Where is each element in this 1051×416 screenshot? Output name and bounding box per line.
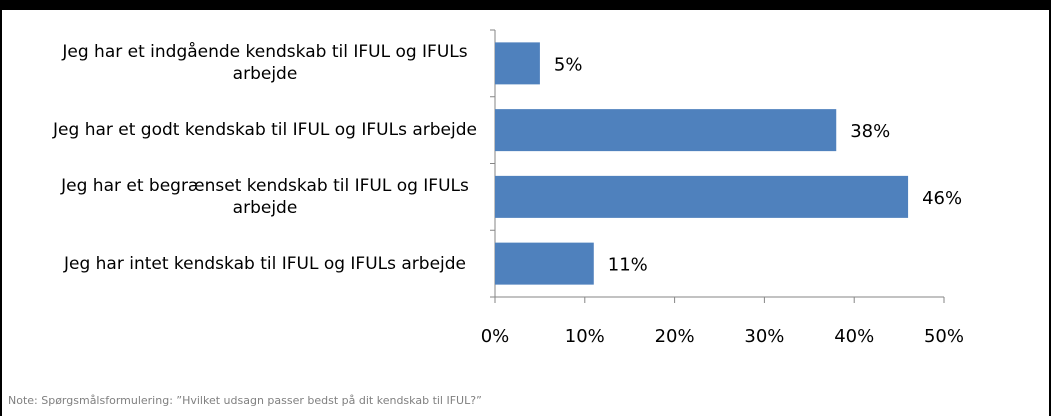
right-border: [1049, 0, 1051, 416]
category-label: Jeg har intet kendskab til IFUL og IFULs…: [63, 253, 467, 274]
top-border: [0, 0, 1051, 10]
left-border: [0, 0, 2, 416]
bar: [495, 42, 540, 85]
category-label: Jeg har et godt kendskab til IFUL og IFU…: [53, 120, 477, 141]
value-label: 11%: [608, 255, 648, 276]
note: Note: Spørgsmålsformulering: ”Hvilket ud…: [8, 394, 482, 407]
x-tick-label: 0%: [481, 326, 510, 347]
category-label: Jeg har et begrænset kendskab til IFUL o…: [61, 175, 469, 218]
bar: [495, 242, 594, 285]
value-label: 46%: [922, 188, 962, 209]
x-tick-label: 50%: [924, 326, 964, 347]
value-label: 5%: [554, 54, 583, 75]
category-label: Jeg har et indgående kendskab til IFUL o…: [62, 42, 468, 85]
x-tick-label: 20%: [655, 326, 695, 347]
bar: [495, 175, 909, 218]
x-tick-label: 10%: [565, 326, 605, 347]
bar: [495, 109, 837, 152]
x-tick-label: 30%: [744, 326, 784, 347]
value-label: 38%: [850, 121, 890, 142]
x-tick-label: 40%: [834, 326, 874, 347]
